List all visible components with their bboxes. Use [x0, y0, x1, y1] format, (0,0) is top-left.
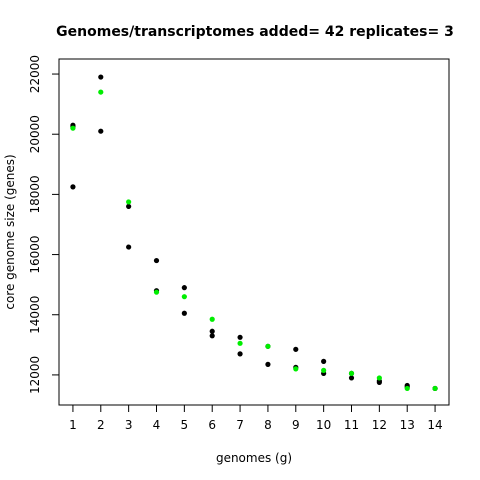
data-point — [98, 89, 104, 95]
x-tick-label: 2 — [97, 418, 105, 432]
data-point — [126, 203, 132, 210]
data-point — [237, 351, 243, 357]
x-tick-label: 5 — [181, 418, 189, 432]
data-point — [70, 125, 76, 131]
data-point — [237, 334, 243, 340]
data-point — [126, 199, 132, 205]
x-tick-label: 11 — [344, 418, 359, 432]
data-point — [293, 366, 299, 372]
data-point — [98, 74, 104, 80]
x-tick-label: 10 — [316, 418, 331, 432]
data-point — [209, 328, 215, 334]
x-tick-label: 1 — [69, 418, 77, 432]
x-tick-label: 6 — [208, 418, 216, 432]
data-point — [181, 310, 187, 316]
data-point — [126, 244, 132, 250]
data-point — [153, 289, 160, 295]
x-tick-label: 12 — [372, 418, 387, 432]
y-tick-label: 18000 — [28, 175, 42, 213]
data-point — [376, 375, 382, 381]
x-tick-label: 8 — [264, 418, 272, 432]
data-point — [98, 128, 104, 134]
x-tick-label: 4 — [153, 418, 161, 432]
x-tick-label: 7 — [236, 418, 244, 432]
y-tick-label: 22000 — [28, 55, 42, 93]
x-tick-label: 9 — [292, 418, 300, 432]
x-tick-label: 14 — [427, 418, 442, 432]
data-point — [348, 370, 355, 377]
data-point — [209, 333, 215, 339]
x-axis-label: genomes (g) — [216, 451, 292, 465]
y-tick-label: 12000 — [28, 356, 42, 394]
data-point — [209, 316, 215, 322]
y-axis: 12000 14000 16000 18000 20000 22000 — [28, 55, 60, 394]
data-point — [181, 294, 187, 300]
data-point — [348, 375, 355, 381]
data-point — [265, 343, 271, 349]
data-point — [432, 385, 438, 392]
y-tick-label: 16000 — [28, 235, 42, 273]
data-point — [265, 361, 271, 367]
data-point — [237, 340, 243, 346]
y-tick-label: 14000 — [28, 296, 42, 334]
y-tick-label: 20000 — [28, 115, 42, 153]
y-axis-label: core genome size (genes) — [3, 154, 17, 309]
data-point — [404, 385, 410, 392]
data-point — [321, 358, 327, 364]
data-point — [70, 184, 76, 190]
data-point — [321, 367, 327, 373]
chart-title: Genomes/transcriptomes added= 42 replica… — [56, 24, 454, 40]
data-point — [376, 379, 382, 386]
data-points — [70, 74, 438, 392]
data-point — [153, 257, 160, 264]
plot-frame — [58, 58, 450, 406]
x-axis: 1 2 3 4 5 6 7 8 9 10 11 12 13 14 — [69, 404, 443, 432]
x-tick-label: 3 — [125, 418, 133, 432]
data-point — [181, 285, 187, 291]
data-point — [293, 346, 299, 352]
x-tick-label: 13 — [400, 418, 415, 432]
